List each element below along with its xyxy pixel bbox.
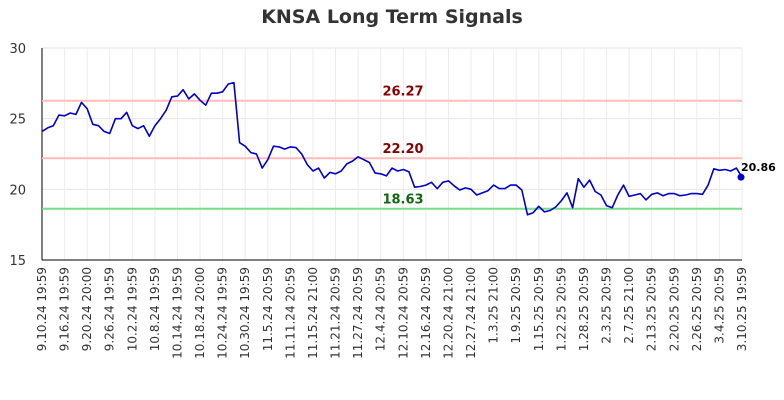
x-tick-label: 2.13.25 20:59 [645,267,659,351]
x-tick-label: 10.18.24 20:00 [193,267,207,359]
signal-level-label: 18.63 [382,193,423,208]
x-tick-label: 11.5.24 20:59 [261,267,275,351]
x-tick-label: 11.11.24 20:59 [283,267,297,359]
x-tick-label: 12.20.24 21:00 [441,267,455,359]
x-tick-label: 10.2.24 19:59 [125,267,139,351]
price-series-line [41,81,743,216]
x-tick-label: 12.10.24 20:59 [396,267,410,359]
x-tick-label: 3.10.25 19:59 [735,267,749,351]
x-tick-label: 10.14.24 19:59 [170,267,184,359]
signal-level-label: 22.20 [382,142,423,157]
x-tick-label: 10.24.24 19:59 [216,267,230,359]
x-tick-label: 2.7.25 21:00 [622,267,636,344]
last-value-label: 20.86 [741,161,776,174]
x-tick-label: 2.26.25 20:59 [690,267,704,351]
x-tick-label: 1.15.25 20:59 [532,267,546,351]
y-tick-label: 30 [9,42,26,57]
x-tick-label: 12.27.24 21:00 [464,267,478,359]
chart-title: KNSA Long Term Signals [261,6,523,28]
signal-level-label: 26.27 [382,85,423,100]
last-value-marker [737,173,745,181]
x-tick-label: 12.4.24 20:59 [374,267,388,351]
x-tick-label: 2.3.25 20:59 [600,267,614,344]
y-tick-label: 25 [9,113,26,128]
x-tick-label: 1.3.25 21:00 [487,267,501,344]
x-tick-label: 11.27.24 20:59 [351,267,365,359]
x-tick-label: 11.21.24 20:59 [329,267,343,359]
x-tick-label: 9.10.24 19:59 [35,267,49,351]
x-tick-label: 3.4.25 20:59 [712,267,726,344]
x-tick-label: 1.28.25 20:59 [577,267,591,351]
y-tick-label: 20 [9,183,26,198]
x-tick-label: 2.20.25 20:59 [667,267,681,351]
x-tick-label: 9.16.24 19:59 [58,267,72,351]
x-tick-label: 1.22.25 20:59 [554,267,568,351]
x-tick-label: 9.20.24 20:00 [80,267,94,351]
x-tick-label: 10.30.24 19:59 [238,267,252,359]
x-tick-label: 12.16.24 20:59 [419,267,433,359]
x-tick-label: 11.15.24 21:00 [306,267,320,359]
x-tick-label: 9.26.24 19:59 [103,267,117,351]
x-tick-label: 10.8.24 19:59 [148,267,162,351]
x-tick-label: 1.9.25 20:59 [509,267,523,344]
y-tick-label: 15 [9,254,26,269]
